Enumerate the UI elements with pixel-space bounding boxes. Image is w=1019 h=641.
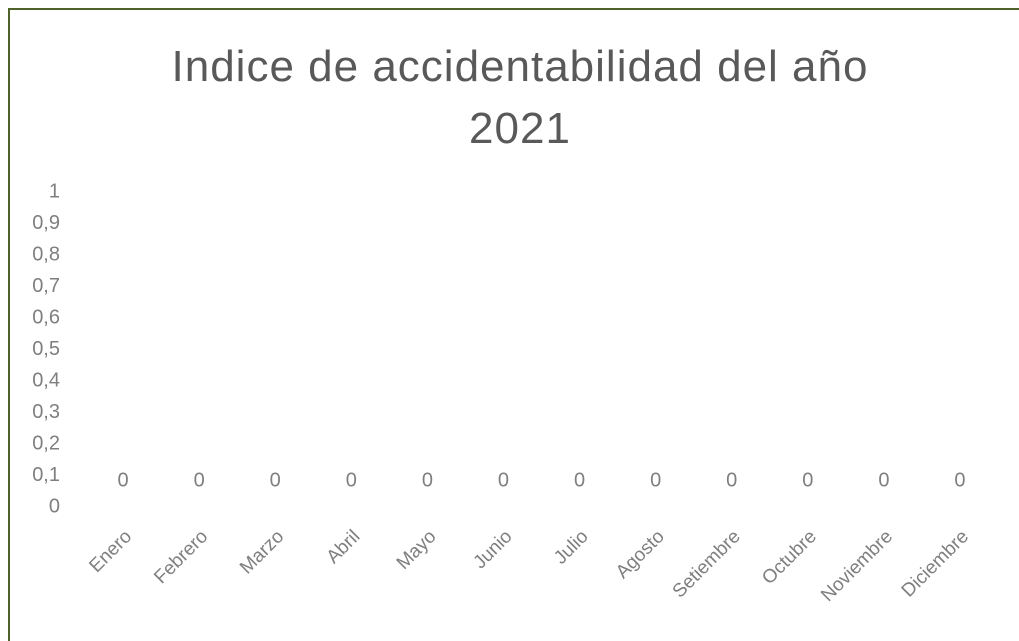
data-label: 0	[498, 469, 509, 491]
data-label: 0	[574, 469, 585, 491]
x-tick-label: Diciembre	[898, 526, 973, 601]
chart-title: Indice de accidentabilidad del año 2021	[171, 42, 869, 153]
data-label: 0	[270, 469, 281, 491]
y-tick-label: 0,9	[32, 212, 60, 234]
x-tick-label: Noviembre	[817, 526, 897, 606]
y-tick-label: 0,6	[32, 306, 60, 328]
data-label: 0	[878, 469, 889, 491]
y-tick-label: 0,2	[32, 432, 60, 454]
x-tick-label: Agosto	[612, 526, 669, 583]
x-tick-label: Setiembre	[669, 526, 745, 602]
data-label: 0	[194, 469, 205, 491]
y-tick-label: 0,4	[32, 369, 60, 391]
x-tick-label: Marzo	[236, 526, 288, 578]
y-tick-label: 0,5	[32, 338, 60, 360]
y-tick-label: 0,8	[32, 243, 60, 265]
data-label: 0	[117, 469, 128, 491]
data-label: 0	[422, 469, 433, 491]
y-tick-label: 0,7	[32, 275, 60, 297]
x-tick-label: Enero	[85, 526, 136, 577]
data-label: 0	[802, 469, 813, 491]
y-tick-label: 1	[49, 180, 60, 202]
data-label: 0	[346, 469, 357, 491]
y-tick-label: 0,3	[32, 401, 60, 423]
x-tick-label: Junio	[470, 526, 517, 573]
y-tick-label: 0	[49, 495, 60, 517]
data-label: 0	[650, 469, 661, 491]
x-tick-label: Octubre	[758, 526, 821, 589]
data-label: 0	[954, 469, 965, 491]
data-label: 0	[726, 469, 737, 491]
x-tick-label: Julio	[550, 526, 592, 568]
y-tick-label: 0,1	[32, 464, 60, 486]
x-tick-label: Febrero	[150, 526, 212, 588]
x-tick-label: Abril	[323, 526, 365, 568]
x-tick-label: Mayo	[393, 526, 441, 574]
